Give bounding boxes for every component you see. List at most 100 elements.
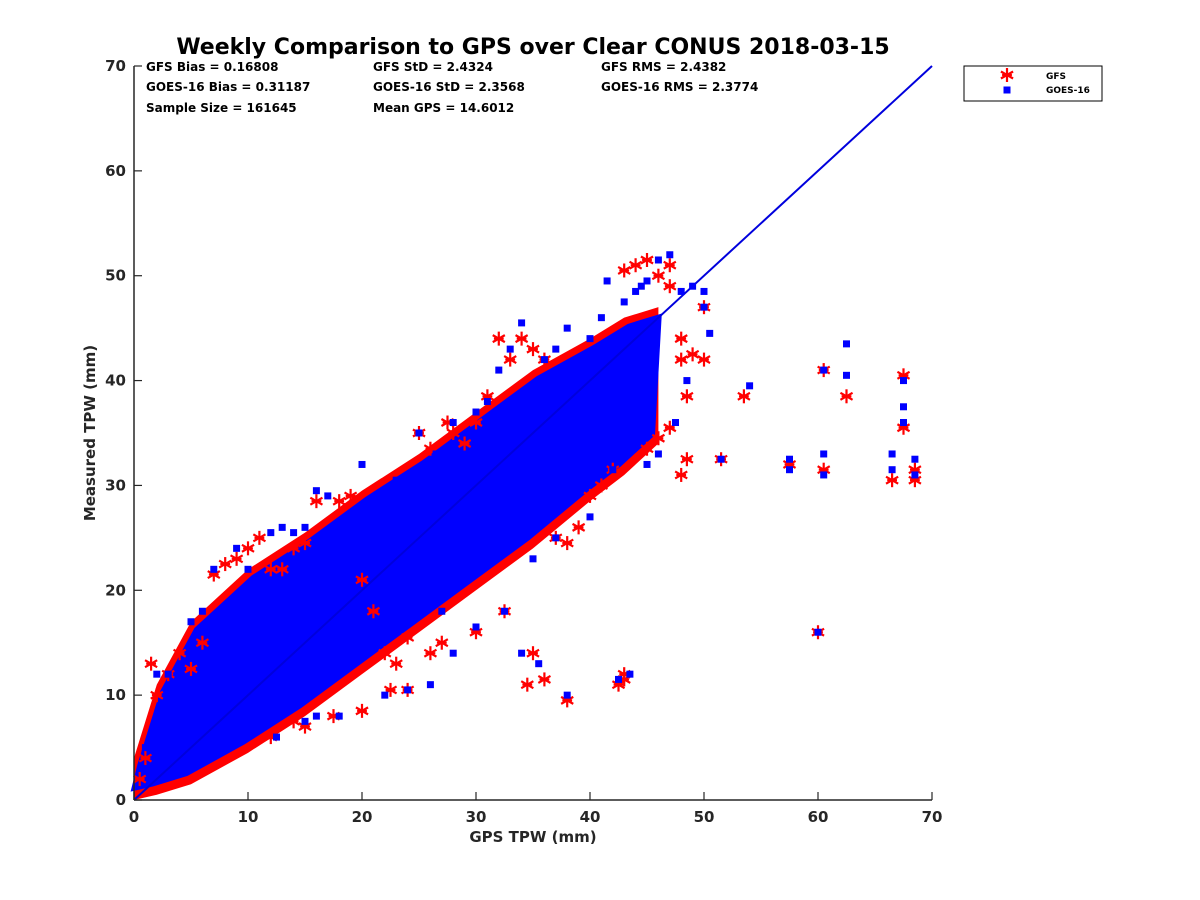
y-axis-label: Measured TPW (mm) <box>81 345 99 521</box>
gfs-point <box>680 452 694 467</box>
gfs-point <box>229 551 244 566</box>
goes16-point <box>615 675 622 683</box>
gfs-point <box>651 268 666 283</box>
gfs-point <box>423 646 438 661</box>
gfs-point <box>685 347 700 362</box>
goes16-point <box>900 403 907 411</box>
goes16-point <box>626 670 634 678</box>
goes16-point <box>164 670 172 678</box>
gfs-point <box>309 494 324 509</box>
goes16-point <box>637 282 645 290</box>
gfs-point <box>332 494 346 509</box>
goes16-point <box>888 466 896 474</box>
gfs-point <box>628 258 643 273</box>
goes16-point <box>654 450 662 458</box>
gfs-point <box>594 478 609 493</box>
goes16-density-band <box>130 313 662 792</box>
gfs-point <box>663 279 677 294</box>
goes16-point <box>404 686 412 694</box>
goes16-point <box>438 607 446 615</box>
goes16-point <box>501 607 508 615</box>
goes16-point <box>683 377 691 385</box>
gfs-point <box>366 604 381 619</box>
gfs-point <box>435 635 449 650</box>
goes16-point <box>603 277 611 285</box>
gfs-point <box>286 541 301 556</box>
gfs-point <box>674 352 688 367</box>
goes16-point <box>472 408 480 416</box>
goes16-point <box>654 256 662 264</box>
x-tick-label: 70 <box>922 808 943 826</box>
gfs-point <box>469 415 483 430</box>
gfs-point <box>640 441 654 456</box>
goes16-point <box>518 649 526 657</box>
goes16-point <box>911 471 919 479</box>
goes16-point <box>506 345 514 353</box>
gfs-point <box>737 389 751 404</box>
goes16-point <box>746 382 754 390</box>
gfs-point <box>184 661 198 676</box>
legend-gfs-asterisk <box>1000 68 1014 82</box>
goes16-point <box>563 324 571 332</box>
gfs-point <box>218 557 232 572</box>
gfs-point <box>457 436 472 451</box>
gfs-point <box>298 536 312 551</box>
goes16-point <box>563 691 571 699</box>
legend-goes16-marker <box>1003 86 1011 94</box>
gfs-point <box>286 714 301 729</box>
goes16-point <box>620 298 628 306</box>
plot-area <box>130 65 933 801</box>
legend-gfs-label: GFS <box>1046 72 1066 82</box>
goes16-point <box>911 455 919 463</box>
gfs-point <box>343 488 358 503</box>
gfs-point <box>241 541 255 556</box>
goes16-point <box>273 733 280 741</box>
x-tick-label: 20 <box>352 808 373 826</box>
goes16-point <box>449 649 457 657</box>
gfs-point <box>663 258 677 273</box>
goes16-point <box>900 377 907 385</box>
x-tick-label: 30 <box>466 808 487 826</box>
goes16-point <box>198 607 206 615</box>
y-tick-label: 40 <box>105 372 126 390</box>
gfs-point <box>503 352 517 367</box>
x-tick-label: 60 <box>808 808 829 826</box>
goes16-point <box>540 356 548 364</box>
goes16-point <box>301 717 309 725</box>
gfs-point <box>617 263 631 278</box>
gfs-point <box>144 656 158 671</box>
goes16-point <box>267 529 275 537</box>
goes16-point <box>449 419 457 427</box>
gfs-point <box>560 536 574 551</box>
goes16-point <box>597 314 605 322</box>
goes16-point <box>535 660 543 668</box>
goes16-point <box>141 744 149 752</box>
gfs-point <box>514 331 529 346</box>
stat-text: GFS RMS = 2.4382 <box>601 60 726 74</box>
statistics-annotations: GFS Bias = 0.16808 GFS StD = 2.4324 GFS RM… <box>146 60 758 115</box>
goes16-point <box>392 476 400 484</box>
gfs-point <box>355 703 369 718</box>
reference-line-layer <box>133 65 933 801</box>
goes16-point <box>786 466 793 474</box>
gfs-point <box>252 530 267 545</box>
gfs-point <box>526 342 540 357</box>
goes16-point <box>483 398 491 406</box>
gfs-point <box>611 677 626 692</box>
goes16-point <box>255 576 263 584</box>
chart-title: Weekly Comparison to GPS over Clear CONU… <box>176 35 889 60</box>
goes16-point <box>666 251 674 259</box>
goes16-point <box>324 492 332 500</box>
goes16-point <box>552 345 560 353</box>
y-tick-label: 10 <box>105 686 126 704</box>
axes: 0 10 20 30 40 50 60 70 0 10 20 30 40 50 60 70 <box>105 57 942 826</box>
goes16-point <box>786 455 793 463</box>
legend-gfs-marker <box>1000 68 1014 82</box>
gfs-point <box>520 677 534 692</box>
goes16-point <box>187 618 195 626</box>
gfs-point <box>446 426 460 440</box>
gfs-point <box>133 772 147 787</box>
stat-text: GOES-16 Bias = 0.31187 <box>146 80 310 94</box>
goes16-point <box>518 319 526 327</box>
